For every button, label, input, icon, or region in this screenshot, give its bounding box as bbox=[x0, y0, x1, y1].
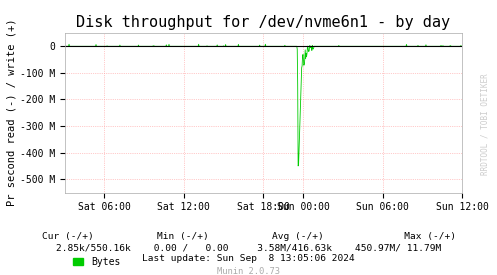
Legend: Bytes: Bytes bbox=[70, 253, 124, 271]
Text: RRDTOOL / TOBI OETIKER: RRDTOOL / TOBI OETIKER bbox=[481, 73, 490, 175]
Text: Munin 2.0.73: Munin 2.0.73 bbox=[217, 267, 280, 275]
Text: Cur (-/+)           Min (-/+)           Avg (-/+)              Max (-/+): Cur (-/+) Min (-/+) Avg (-/+) Max (-/+) bbox=[42, 232, 455, 241]
Text: 2.85k/550.16k    0.00 /   0.00     3.58M/416.63k    450.97M/ 11.79M: 2.85k/550.16k 0.00 / 0.00 3.58M/416.63k … bbox=[56, 243, 441, 252]
Text: Last update: Sun Sep  8 13:05:06 2024: Last update: Sun Sep 8 13:05:06 2024 bbox=[142, 254, 355, 263]
Title: Disk throughput for /dev/nvme6n1 - by day: Disk throughput for /dev/nvme6n1 - by da… bbox=[77, 15, 450, 31]
Y-axis label: Pr second read (-) / write (+): Pr second read (-) / write (+) bbox=[7, 19, 17, 207]
